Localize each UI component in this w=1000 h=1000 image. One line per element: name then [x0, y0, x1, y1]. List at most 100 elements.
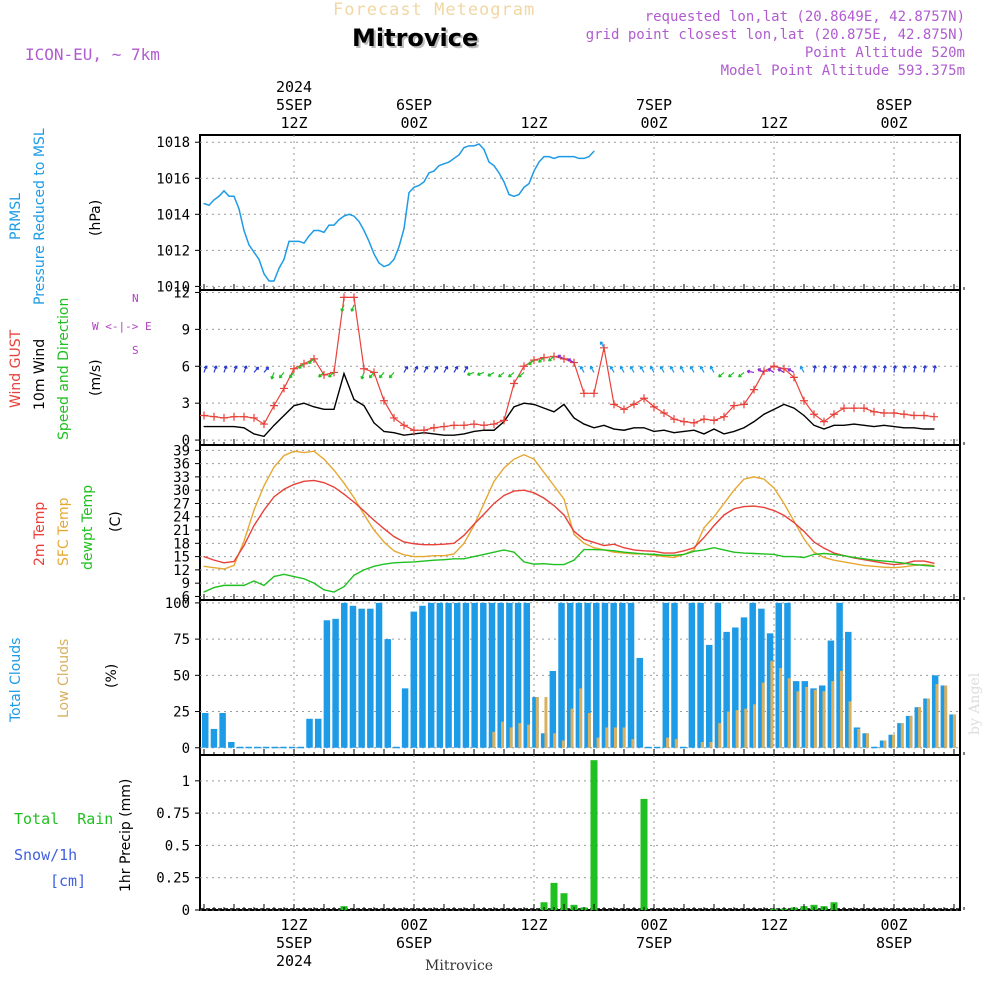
pressure-line-point [273, 280, 275, 282]
low-cloud-bar [787, 678, 791, 748]
gust-marker [590, 389, 598, 398]
watermark: by Angel [967, 672, 983, 735]
sfc-temp-line [203, 450, 935, 570]
pressure-line-point [543, 156, 545, 158]
total-cloud-bar [766, 633, 774, 748]
pressure-line-point [228, 195, 230, 197]
temp2m-line-point [813, 541, 815, 543]
wind-speed-line-point [263, 435, 265, 437]
requested-coords: requested lon,lat (20.8649E, 42.8757N) [644, 9, 965, 25]
total-cloud-bar [888, 734, 895, 748]
sfc-temp-line-point [403, 554, 405, 556]
pressure-label-2: Pressure Reduced to MSL [32, 128, 48, 305]
total-cloud-bar [627, 602, 635, 748]
wind-arrow [689, 365, 695, 373]
temp2m-line-point [763, 506, 765, 509]
pressure-line-point [328, 224, 330, 226]
gust-marker [360, 364, 368, 373]
temp2m-line-point [743, 505, 745, 508]
gust-marker [690, 418, 698, 427]
bottom-time-label: 00Z [880, 916, 907, 934]
sfc-temp-line-point [523, 454, 525, 456]
temp2m-line-point [203, 556, 205, 558]
pressure-line-point [258, 258, 260, 260]
temp2m-line-point [833, 552, 835, 554]
snow-label: Snow/1h [14, 846, 78, 864]
point-altitude: Point Altitude 520m [804, 45, 965, 61]
low-cloud-bar [779, 668, 783, 748]
wind-speed-line-point [433, 433, 435, 435]
gust-marker [390, 413, 398, 422]
low-cloud-bar [492, 731, 496, 748]
temp2m-label: 2m Temp [32, 501, 48, 566]
compass-n: N [132, 292, 139, 305]
gust-marker [650, 402, 658, 411]
total-cloud-bar [497, 602, 504, 748]
temp2m-line-point [633, 549, 635, 551]
temp2m-line-point [773, 509, 775, 512]
top-time-label: 00Z [880, 114, 907, 132]
total-cloud-bar [688, 602, 696, 748]
wind-speed-line-point [813, 424, 815, 426]
panel-frame-temp [199, 444, 961, 601]
pressure-line-point [413, 186, 415, 188]
sfc-temp-line-point [303, 451, 305, 454]
dewpt-line-point [833, 553, 835, 555]
temp2m-line-point [523, 489, 525, 491]
total-cloud-bar [454, 602, 461, 748]
wind-speed-line-point [213, 425, 215, 428]
temp2m-line-point [323, 482, 325, 484]
y-tick-label-precip: 0 [182, 903, 190, 919]
gust-marker [860, 404, 868, 413]
sfc-temp-line-point [573, 533, 575, 536]
low-cloud-bar [631, 739, 635, 748]
wind-arrow [619, 365, 625, 373]
total-cloud-bar [740, 617, 748, 748]
wind-speed-line-point [513, 406, 515, 408]
wind-speed-line-point [713, 428, 715, 430]
pressure-line-point [263, 273, 265, 275]
dewpt-line-point [683, 553, 685, 555]
wind-speed-line-point [303, 402, 305, 404]
wind-arrow [463, 365, 469, 373]
temp2m-line-point [803, 530, 805, 532]
sfc-temp-line-point [253, 509, 255, 511]
wind-speed-line-point [783, 403, 785, 406]
total-cloud-bar [332, 618, 339, 748]
wind-arrow [579, 365, 585, 373]
wind-speed-line-point [903, 427, 905, 429]
dewpt-line-point [513, 551, 515, 553]
total-cloud-bar [271, 746, 279, 749]
gust-marker [890, 409, 898, 418]
total-cloud-bar [202, 712, 209, 748]
wind-arrow [443, 365, 449, 373]
pressure-line-point [323, 231, 325, 233]
rain-bar [560, 893, 568, 910]
wind-arrow [649, 365, 655, 373]
total-cloud-bar [905, 715, 913, 748]
gust-marker [750, 385, 758, 394]
wind-speed-line-point [883, 424, 885, 426]
total-cloud-bar [923, 698, 930, 748]
y-tick-label-temp: 27 [173, 496, 190, 512]
pressure-line-point [433, 170, 435, 172]
dewpt-line-point [363, 569, 365, 571]
temp2m-line-point [673, 552, 675, 554]
sfc-temp-line-point [503, 467, 505, 469]
total-cloud-bar [575, 602, 583, 748]
product-title: Forecast Meteogram [333, 0, 536, 20]
temp2m-line-point [753, 505, 755, 507]
low-cloud-bar [613, 727, 617, 748]
pressure-line-point [498, 172, 500, 174]
gust-marker [580, 389, 588, 398]
sfc-temp-line-point [463, 542, 465, 544]
temp2m-line-point [703, 536, 705, 539]
sfc-temp-line-point [823, 556, 825, 559]
dewpt-line-point [543, 563, 545, 565]
gust-marker [770, 362, 778, 371]
wind-arrow [270, 372, 275, 380]
panel-frame-precip [199, 754, 961, 911]
compass-s: S [132, 344, 139, 357]
wind-speed-line-point [643, 427, 645, 429]
temp2m-line [203, 479, 935, 566]
